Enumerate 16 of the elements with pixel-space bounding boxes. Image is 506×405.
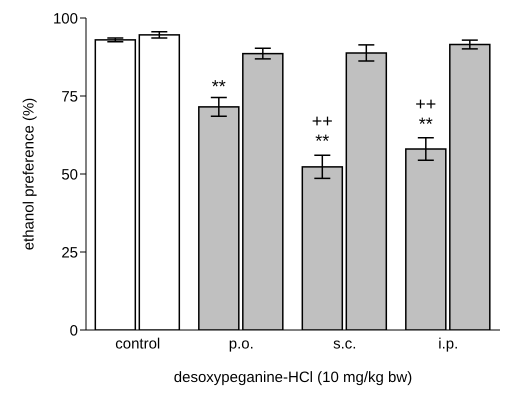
- x-tick-label: p.o.: [228, 336, 254, 353]
- annotation: ++: [415, 94, 436, 114]
- y-axis-title: ethanol preference (%): [20, 98, 38, 250]
- annotation: ++: [312, 110, 333, 131]
- x-tick-label: s.c.: [333, 336, 356, 353]
- annotation: **: [315, 131, 330, 152]
- y-tick-label: 25: [61, 244, 78, 262]
- y-tick-label: 75: [61, 88, 78, 106]
- y-tick-label: 100: [52, 10, 78, 28]
- y-tick-label: 0: [70, 322, 78, 340]
- y-tick-label: 50: [61, 166, 78, 184]
- x-axis-title: desoxypeganine-HCl (10 mg/kg bw): [174, 369, 412, 386]
- x-tick-label: control: [115, 336, 160, 353]
- annotation: **: [212, 76, 226, 97]
- annotation: **: [418, 114, 433, 134]
- x-tick-label: i.p.: [438, 336, 458, 353]
